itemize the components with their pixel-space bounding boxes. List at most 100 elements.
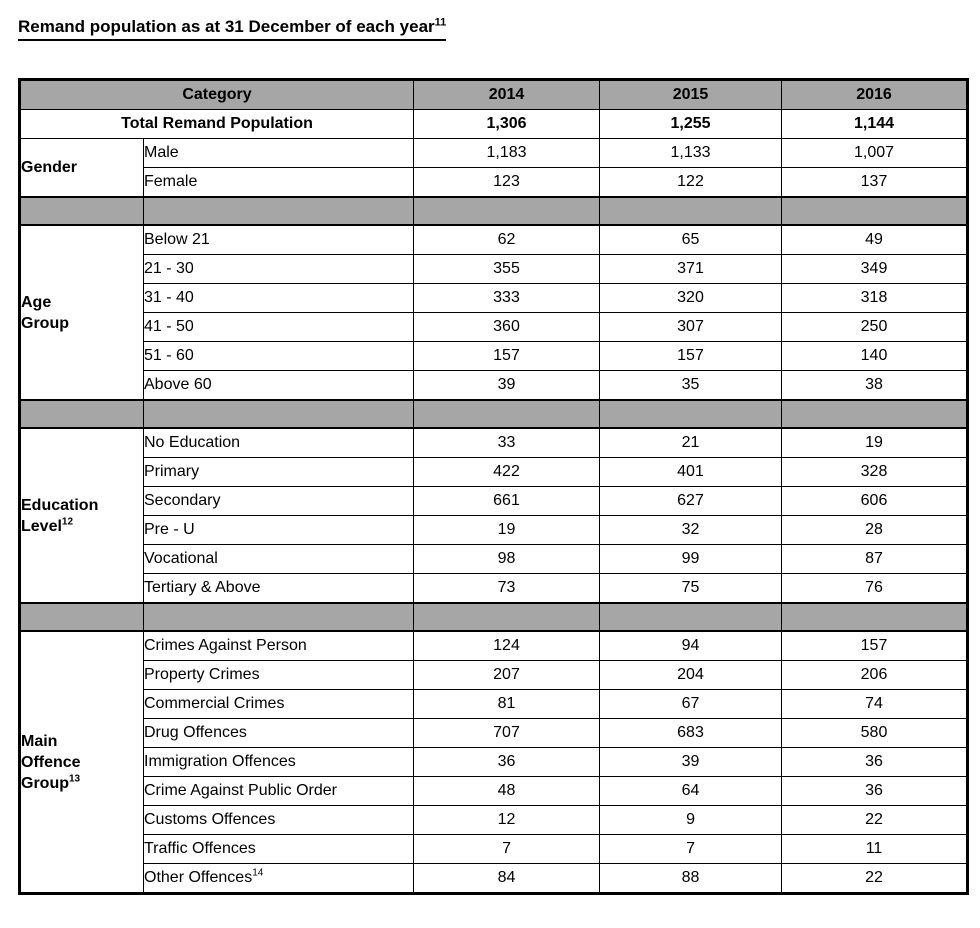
group-label-cell: Main Offence Group13 xyxy=(19,630,144,894)
value-cell: 349 xyxy=(781,254,969,284)
header-category: Category xyxy=(18,79,415,110)
row-label-cell: Customs Offences xyxy=(142,805,415,835)
value-cell: 157 xyxy=(413,341,601,371)
value-cell: 627 xyxy=(599,486,783,516)
total-value-cell: 1,306 xyxy=(413,109,601,139)
value-cell: 98 xyxy=(413,544,601,574)
value-cell: 19 xyxy=(413,515,601,545)
row-label-cell: Crime Against Public Order xyxy=(142,776,415,806)
row-label-cell: Female xyxy=(142,167,415,198)
value-cell: 73 xyxy=(413,573,601,604)
header-year-2014: 2014 xyxy=(413,79,601,110)
separator-cell xyxy=(19,602,144,632)
table-row: Secondary 661 627 606 xyxy=(20,486,969,516)
group-label-cell: Education Level12 xyxy=(19,427,144,604)
value-cell: 140 xyxy=(781,341,969,371)
value-cell: 36 xyxy=(413,747,601,777)
header-year-2016: 2016 xyxy=(781,79,969,110)
value-cell: 84 xyxy=(413,863,601,894)
value-cell: 157 xyxy=(781,630,969,661)
table-row: Commercial Crimes 81 67 74 xyxy=(20,689,969,719)
value-cell: 401 xyxy=(599,457,783,487)
table-row: Gender Male 1,183 1,133 1,007 xyxy=(19,138,969,198)
value-cell: 422 xyxy=(413,457,601,487)
row-label-cell: Property Crimes xyxy=(142,660,415,690)
value-cell: 328 xyxy=(781,457,969,487)
separator-cell xyxy=(413,399,601,429)
value-cell: 606 xyxy=(781,486,969,516)
table-header: Category 2014 2015 2016 xyxy=(18,79,969,110)
table-row: Other Offences14 84 88 22 xyxy=(20,863,969,894)
group-label-cell: Gender xyxy=(19,138,144,198)
table-row: Crime Against Public Order 48 64 36 xyxy=(20,776,969,806)
remand-population-table: Category 2014 2015 2016 Total Remand Pop… xyxy=(18,78,970,895)
value-cell: 99 xyxy=(599,544,783,574)
value-cell: 355 xyxy=(413,254,601,284)
value-cell: 32 xyxy=(599,515,783,545)
table-row: Drug Offences 707 683 580 xyxy=(20,718,969,748)
value-cell: 320 xyxy=(599,283,783,313)
row-label-cell: 21 - 30 xyxy=(142,254,415,284)
separator-cell xyxy=(19,399,144,429)
separator-row xyxy=(19,196,969,226)
separator-cell xyxy=(599,196,783,226)
value-cell: 75 xyxy=(599,573,783,604)
separator-cell xyxy=(781,399,969,429)
row-label-cell: Vocational xyxy=(142,544,415,574)
value-cell: 1,183 xyxy=(413,138,601,168)
value-cell: 49 xyxy=(781,224,969,255)
table-row: Age Group Below 21 62 65 49 xyxy=(19,224,969,401)
value-cell: 318 xyxy=(781,283,969,313)
value-cell: 22 xyxy=(781,805,969,835)
value-cell: 11 xyxy=(781,834,969,864)
value-cell: 1,133 xyxy=(599,138,783,168)
table-row: Immigration Offences 36 39 36 xyxy=(20,747,969,777)
table-body: Total Remand Population 1,306 1,255 1,144 Ge… xyxy=(18,109,969,894)
row-label-cell: Crimes Against Person xyxy=(142,630,415,661)
separator-cell xyxy=(781,602,969,632)
group-label-line: Offence xyxy=(21,753,81,771)
value-cell: 250 xyxy=(781,312,969,342)
value-cell: 88 xyxy=(599,863,783,894)
table-row: Vocational 98 99 87 xyxy=(20,544,969,574)
title-label: Remand population as at 31 December of e… xyxy=(18,17,435,36)
total-row: Total Remand Population 1,306 1,255 1,144 xyxy=(18,109,969,139)
row-label-cell: 51 - 60 xyxy=(142,341,415,371)
row-label-cell: 41 - 50 xyxy=(142,312,415,342)
value-cell: 580 xyxy=(781,718,969,748)
value-cell: 65 xyxy=(599,224,783,255)
value-cell: 76 xyxy=(781,573,969,604)
value-cell: 67 xyxy=(599,689,783,719)
separator-cell xyxy=(599,602,783,632)
row-label-cell: 31 - 40 xyxy=(142,283,415,313)
table-row: Education Level12 No Education 33 21 19 xyxy=(19,427,969,604)
value-cell: 28 xyxy=(781,515,969,545)
value-cell: 122 xyxy=(599,167,783,198)
group-footnote-ref: 12 xyxy=(61,516,74,528)
value-cell: 9 xyxy=(599,805,783,835)
value-cell: 707 xyxy=(413,718,601,748)
value-cell: 87 xyxy=(781,544,969,574)
value-cell: 204 xyxy=(599,660,783,690)
document-page: Remand population as at 31 December of e… xyxy=(0,16,980,928)
group-label-cell: Age Group xyxy=(19,224,144,401)
row-label-cell: Drug Offences xyxy=(142,718,415,748)
row-label-cell: Pre - U xyxy=(142,515,415,545)
group-label-line: Group13 xyxy=(21,773,81,792)
separator-cell xyxy=(599,399,783,429)
value-cell: 207 xyxy=(413,660,601,690)
table-row: 21 - 30 355 371 349 xyxy=(20,254,969,284)
total-value-cell: 1,255 xyxy=(599,109,783,139)
group-label-line: Gender xyxy=(21,159,78,176)
value-cell: 19 xyxy=(781,427,969,458)
value-cell: 74 xyxy=(781,689,969,719)
group-label-line: Age xyxy=(21,293,52,311)
value-cell: 48 xyxy=(413,776,601,806)
header-row: Category 2014 2015 2016 xyxy=(18,79,969,110)
header-year-2015: 2015 xyxy=(599,79,783,110)
value-cell: 371 xyxy=(599,254,783,284)
group-label-line: Group xyxy=(21,314,69,332)
table-row: Customs Offences 12 9 22 xyxy=(20,805,969,835)
row-label-cell: Other Offences14 xyxy=(142,863,415,894)
value-cell: 124 xyxy=(413,630,601,661)
